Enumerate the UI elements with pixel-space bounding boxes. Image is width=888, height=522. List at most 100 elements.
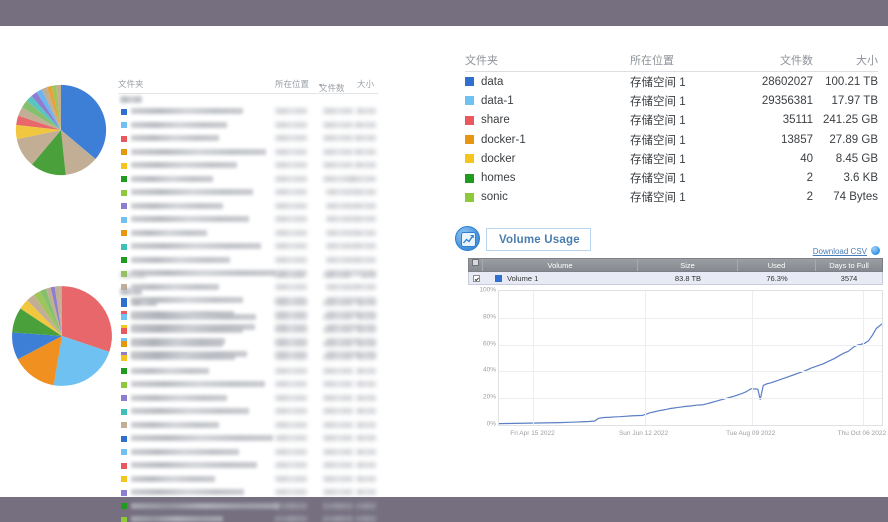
- column-header-size[interactable]: 大小: [856, 55, 878, 67]
- download-csv-link[interactable]: Download CSV: [812, 247, 867, 256]
- x-axis-tick: Fri Apr 15 2022: [510, 430, 555, 437]
- table-row[interactable]: share 存储空间 1 35111 241.25 GB: [465, 111, 878, 130]
- table-row[interactable]: [118, 446, 378, 460]
- table-row[interactable]: [118, 186, 378, 200]
- color-swatch-icon: [465, 135, 474, 145]
- x-axis-labels: Fri Apr 15 2022 Sun Jun 12 2022 Tue Aug 09…: [498, 430, 886, 442]
- cell-size: 241.25 GB: [823, 114, 878, 127]
- table-row[interactable]: data-1 存储空间 1 29356381 17.97 TB: [465, 91, 878, 110]
- row-checkbox[interactable]: [469, 274, 483, 282]
- x-axis-tick: Sun Jun 12 2022: [618, 430, 669, 437]
- column-header-file-count[interactable]: 文件数: [780, 55, 813, 67]
- table-row[interactable]: [118, 378, 378, 392]
- table-row[interactable]: [118, 419, 378, 433]
- folder-name: share: [481, 114, 510, 127]
- cell-file-count: 28602027: [761, 75, 813, 88]
- table-row[interactable]: sonic 存储空间 1 2 74 Bytes: [465, 188, 878, 207]
- gridline-vertical: [751, 291, 753, 425]
- cell-folder: data-1: [465, 95, 630, 107]
- cell-file-count: 35111: [782, 114, 813, 127]
- table-row[interactable]: data 存储空间 1 28602027 100.21 TB: [465, 72, 878, 91]
- cell-folder: homes: [465, 172, 630, 184]
- gridline-vertical: [644, 291, 646, 425]
- table-row[interactable]: [118, 365, 378, 379]
- table-row[interactable]: [118, 159, 378, 173]
- volume-table-header: Volume Size Used Days to Full: [468, 258, 883, 272]
- volume-usage-chart[interactable]: 0% 20% 40% 60% 80% 100% Fri Apr 15 2022 Sun Ju…: [468, 287, 886, 450]
- y-axis-tick: 0%: [486, 420, 496, 428]
- sort-caret-icon: ▾: [319, 83, 323, 89]
- table-row[interactable]: [118, 392, 378, 406]
- cell-location: 存储空间 1: [630, 173, 686, 186]
- table-row[interactable]: [118, 254, 378, 268]
- cell-size: 17.97 TB: [831, 94, 878, 107]
- tab-underline: [486, 250, 591, 251]
- header-folder[interactable]: 文件夹: [118, 79, 144, 89]
- color-swatch-icon: [465, 154, 474, 164]
- table-row[interactable]: [118, 240, 378, 254]
- volume-name: Volume 1: [507, 273, 539, 283]
- folder-name: docker-1: [481, 133, 526, 146]
- table-row[interactable]: [118, 173, 378, 187]
- table-row[interactable]: docker 存储空间 1 40 8.45 GB: [465, 149, 878, 168]
- table-row[interactable]: [118, 486, 378, 500]
- column-header-location[interactable]: 所在位置: [630, 55, 674, 67]
- table-row[interactable]: homes 存储空间 1 2 3.6 KB: [465, 168, 878, 187]
- cell-folder: docker: [465, 153, 630, 165]
- color-swatch-icon: [465, 192, 474, 202]
- blurred-table-header: 文件夹 所在位置 文件数 ▾ 大小: [118, 74, 378, 94]
- tab-volume-usage[interactable]: Volume Usage: [486, 228, 591, 250]
- gridline-horizontal: [499, 344, 882, 346]
- table-row[interactable]: [118, 119, 378, 133]
- folder-name: docker: [481, 152, 516, 165]
- column-header-folder[interactable]: 文件夹: [465, 55, 498, 67]
- table-row[interactable]: [118, 405, 378, 419]
- blurred-table-header-2: [118, 266, 378, 286]
- pie-chart-bottom: [12, 286, 112, 386]
- chart-plot-area[interactable]: [498, 290, 883, 426]
- cell-size: 100.21 TB: [825, 75, 878, 88]
- column-header-size[interactable]: Size: [638, 259, 738, 271]
- volume-table: Volume Size Used Days to Full Volume 1 8…: [468, 258, 883, 285]
- table-row[interactable]: [118, 105, 378, 119]
- cell-volume: Volume 1: [483, 274, 638, 283]
- table-row[interactable]: [118, 281, 378, 295]
- table-row[interactable]: [118, 213, 378, 227]
- color-swatch-icon: [465, 96, 474, 106]
- table-row[interactable]: [118, 351, 378, 365]
- table-row[interactable]: [118, 311, 378, 325]
- table-row[interactable]: [118, 227, 378, 241]
- table-row[interactable]: [118, 132, 378, 146]
- cell-location: 存储空间 1: [630, 134, 686, 147]
- y-axis-labels: 0% 20% 40% 60% 80% 100%: [468, 287, 498, 428]
- table-row[interactable]: [118, 473, 378, 487]
- cell-location: 存储空间 1: [630, 76, 686, 89]
- table-row[interactable]: docker-1 存储空间 1 13857 27.89 GB: [465, 130, 878, 149]
- blurred-folder-table-bottom[interactable]: [118, 266, 378, 522]
- table-row[interactable]: [118, 297, 378, 311]
- table-row[interactable]: [118, 459, 378, 473]
- table-row[interactable]: [118, 338, 378, 352]
- header-location[interactable]: 所在位置: [275, 79, 310, 89]
- table-row[interactable]: [118, 513, 378, 522]
- header-size[interactable]: 大小: [356, 79, 374, 89]
- volume-usage-widget: Volume Usage Download CSV Volume Size Us…: [455, 226, 886, 437]
- cell-folder: share: [465, 114, 630, 126]
- cell-size: 8.45 GB: [835, 152, 878, 165]
- table-row[interactable]: [118, 432, 378, 446]
- color-swatch-icon: [465, 77, 474, 87]
- cell-location: 存储空间 1: [630, 153, 686, 166]
- column-header-days-to-full[interactable]: Days to Full: [829, 261, 869, 270]
- left-panel: 文件夹 所在位置 文件数 ▾ 大小: [0, 26, 420, 522]
- color-swatch-icon: [465, 115, 474, 125]
- download-icon[interactable]: [871, 246, 880, 255]
- volume-table-row[interactable]: Volume 1 83.8 TB 76.3% 3574: [468, 272, 883, 285]
- column-header-volume[interactable]: Volume: [483, 259, 638, 271]
- folder-summary-table: 文件夹 所在位置 文件数 大小 data 存储空间 1 28602027 100.21…: [465, 49, 878, 207]
- table-row[interactable]: [118, 146, 378, 160]
- column-header-used[interactable]: Used: [738, 259, 816, 271]
- select-all-checkbox[interactable]: [469, 259, 483, 271]
- table-row[interactable]: [118, 500, 378, 514]
- table-row[interactable]: [118, 324, 378, 338]
- table-row[interactable]: [118, 200, 378, 214]
